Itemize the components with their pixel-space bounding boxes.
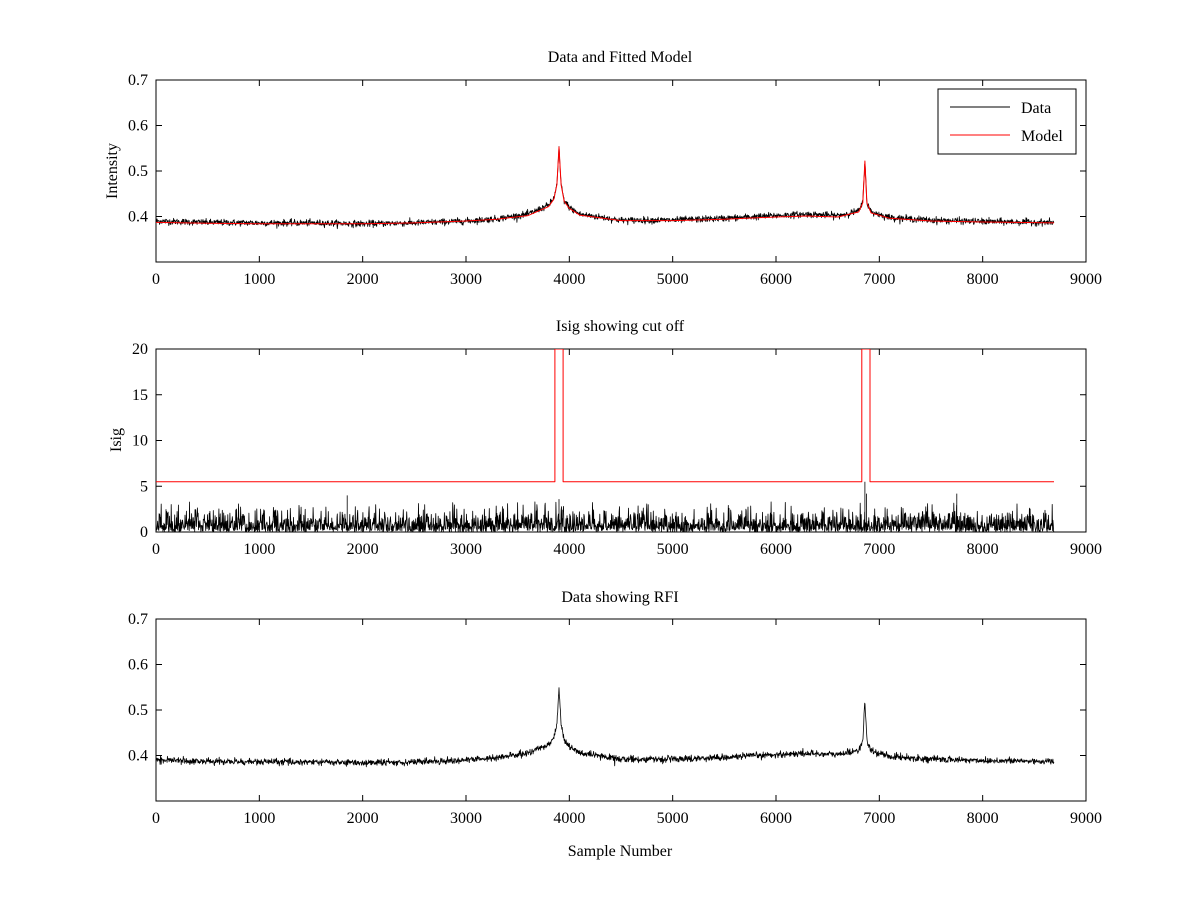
x-tick-label: 8000: [967, 810, 999, 827]
series-line-black: [156, 481, 1055, 532]
x-tick-label: 0: [152, 271, 160, 288]
y-tick-label: 10: [132, 433, 148, 450]
y-tick-label: 0.6: [128, 118, 148, 135]
x-tick-label: 8000: [967, 271, 999, 288]
x-tick-label: 8000: [967, 541, 999, 558]
x-tick-label: 0: [152, 541, 160, 558]
x-tick-label: 4000: [553, 541, 585, 558]
y-tick-label: 5: [140, 478, 148, 495]
legend-label-model: Model: [1021, 128, 1063, 145]
panel-title: Data and Fitted Model: [548, 49, 693, 66]
x-tick-label: 0: [152, 810, 160, 827]
legend: Data Model: [937, 88, 1077, 155]
y-tick-label: 0.5: [128, 163, 148, 180]
x-tick-label: 2000: [347, 541, 379, 558]
y-tick-label: 15: [132, 387, 148, 404]
legend-box: [937, 88, 1077, 155]
axes-frame: [155, 79, 1087, 263]
x-tick-label: 2000: [347, 271, 379, 288]
x-tick-label: 1000: [243, 541, 275, 558]
x-tick-label: 9000: [1070, 810, 1102, 827]
x-tick-label: 1000: [243, 271, 275, 288]
panel-title: Isig showing cut off: [556, 318, 685, 335]
x-tick-label: 6000: [760, 541, 792, 558]
y-axis-label: Isig: [108, 428, 125, 452]
x-tick-label: 6000: [760, 271, 792, 288]
x-tick-label: 5000: [657, 541, 689, 558]
x-tick-label: 9000: [1070, 271, 1102, 288]
y-tick-label: 0.5: [128, 702, 148, 719]
x-tick-label: 3000: [450, 541, 482, 558]
panel-data-showing-rfi: Data showing RFI Sample Number 0 1000 2000…: [128, 589, 1102, 860]
x-tick-label: 6000: [760, 810, 792, 827]
x-tick-label: 2000: [347, 810, 379, 827]
panel-isig-showing-cut-off: Isig showing cut off Isig 0 1000 2000 3000 4…: [108, 318, 1102, 558]
series-line-red: [156, 349, 1054, 483]
axes-frame: [155, 618, 1087, 802]
panel-title: Data showing RFI: [561, 589, 678, 606]
y-tick-label: 0.4: [128, 209, 148, 226]
x-tick-label: 3000: [450, 271, 482, 288]
y-tick-label: 0.4: [128, 748, 148, 765]
panel-data-and-fitted-model: Data and Fitted Model Intensity 0 1000 200…: [104, 49, 1102, 288]
y-tick-label: 0.7: [128, 611, 148, 628]
x-axis-label: Sample Number: [568, 843, 673, 860]
x-tick-label: 4000: [553, 271, 585, 288]
x-tick-label: 7000: [863, 541, 895, 558]
x-tick-label: 4000: [553, 810, 585, 827]
x-tick-label: 7000: [863, 810, 895, 827]
series-line-model: [156, 146, 1055, 225]
y-axis-label: Intensity: [104, 143, 121, 199]
axes-frame: [155, 348, 1087, 533]
y-tick-label: 0: [140, 524, 148, 541]
y-tick-label: 20: [132, 341, 148, 358]
y-tick-label: 0.7: [128, 72, 148, 89]
series-line-black: [156, 687, 1055, 768]
legend-label-data: Data: [1021, 100, 1051, 117]
x-tick-label: 5000: [657, 810, 689, 827]
y-tick-label: 0.6: [128, 657, 148, 674]
x-tick-label: 7000: [863, 271, 895, 288]
x-tick-label: 9000: [1070, 541, 1102, 558]
x-tick-label: 5000: [657, 271, 689, 288]
x-tick-label: 3000: [450, 810, 482, 827]
x-tick-label: 1000: [243, 810, 275, 827]
